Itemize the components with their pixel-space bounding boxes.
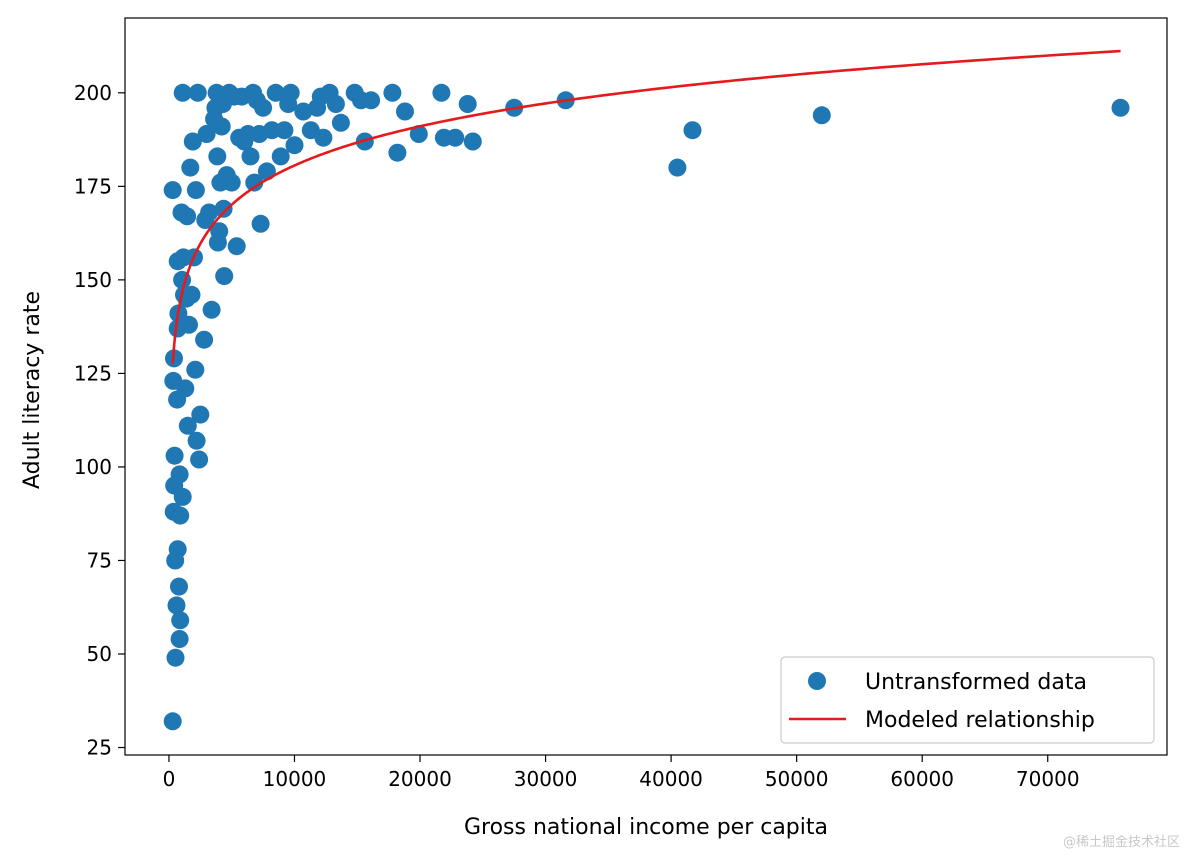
data-point	[170, 577, 188, 596]
data-point	[432, 83, 451, 102]
data-point	[186, 360, 205, 379]
legend-label-modeled: Modeled relationship	[865, 708, 1095, 733]
y-tick-label: 25	[87, 736, 112, 760]
legend-box	[780, 656, 1155, 744]
data-point	[188, 83, 207, 102]
data-point	[171, 611, 190, 630]
data-point	[266, 83, 285, 102]
data-point	[281, 83, 300, 102]
y-tick-label: 75	[87, 548, 112, 572]
data-point	[812, 106, 831, 125]
y-tick-label: 100	[74, 455, 112, 479]
data-point	[227, 237, 246, 256]
y-tick-label: 125	[74, 361, 112, 385]
x-tick-label: 30000	[514, 767, 578, 791]
data-point	[170, 630, 189, 648]
y-tick-label: 175	[74, 174, 112, 198]
data-point	[171, 506, 190, 525]
data-point	[396, 102, 414, 121]
data-point	[251, 214, 270, 233]
data-point	[187, 431, 206, 450]
y-axis: 25 50 75 100 125 150 175 200	[74, 81, 125, 760]
data-point	[245, 173, 264, 192]
x-tick-label: 0	[163, 767, 176, 791]
model-line	[171, 49, 1121, 364]
data-point	[446, 128, 465, 147]
data-point	[383, 83, 402, 102]
data-point	[285, 136, 304, 155]
data-point	[212, 117, 231, 136]
legend-label-untransformed: Untransformed data	[865, 670, 1087, 695]
plot-frame	[124, 17, 1168, 756]
data-point	[178, 416, 197, 435]
legend-marker-scatter	[808, 672, 826, 690]
data-point	[176, 379, 195, 398]
data-point	[275, 121, 294, 140]
y-tick-label: 200	[74, 81, 112, 105]
data-point	[458, 95, 477, 113]
data-point	[195, 330, 214, 349]
data-point	[214, 199, 233, 218]
data-point	[331, 113, 350, 132]
data-point	[326, 95, 345, 113]
data-point	[166, 648, 185, 667]
data-point	[180, 315, 198, 334]
data-point	[197, 125, 216, 143]
data-point	[178, 207, 197, 226]
plot-area	[124, 17, 1168, 756]
data-point	[170, 465, 189, 484]
x-axis-title: Gross national income per capita	[464, 815, 828, 840]
legend: Untransformed data Modeled relationship	[780, 656, 1155, 744]
data-point	[168, 540, 187, 559]
x-tick-label: 10000	[263, 767, 327, 791]
y-axis-title: Adult literacy rate	[20, 291, 45, 489]
data-point	[294, 102, 313, 121]
watermark: @稀土掘金技术社区	[1062, 835, 1180, 850]
data-point	[1111, 98, 1130, 117]
data-point	[241, 147, 260, 166]
y-tick-label: 50	[87, 642, 112, 666]
data-point	[683, 121, 702, 140]
data-point	[668, 158, 687, 177]
data-point	[463, 132, 482, 151]
x-tick-label: 40000	[639, 767, 703, 791]
data-point	[183, 132, 202, 151]
x-tick-label: 70000	[1016, 767, 1080, 791]
data-point	[173, 83, 192, 102]
x-tick-label: 50000	[765, 767, 829, 791]
data-point	[314, 128, 333, 147]
data-point	[173, 487, 192, 506]
data-point	[262, 121, 281, 140]
data-point	[215, 267, 234, 286]
x-tick-label: 20000	[388, 767, 452, 791]
data-point	[202, 300, 221, 319]
data-point	[254, 98, 273, 117]
data-point	[208, 147, 227, 166]
data-point	[163, 712, 182, 731]
data-point	[181, 158, 200, 177]
data-point	[191, 405, 210, 424]
data-point	[257, 162, 276, 181]
data-point	[200, 203, 219, 222]
data-point	[190, 450, 209, 469]
data-point	[271, 147, 290, 166]
data-point	[167, 596, 186, 615]
x-axis: 0 10000 20000 30000 40000 50000 60000 70000	[163, 755, 1080, 791]
data-point	[163, 181, 182, 200]
x-tick-label: 60000	[890, 767, 954, 791]
data-point	[182, 285, 201, 304]
data-point	[222, 173, 241, 192]
data-point	[186, 181, 205, 200]
data-point	[210, 222, 229, 241]
data-point	[388, 143, 407, 162]
data-point	[165, 446, 184, 465]
data-point	[409, 125, 428, 143]
data-point	[362, 91, 381, 110]
y-tick-label: 150	[74, 268, 112, 292]
